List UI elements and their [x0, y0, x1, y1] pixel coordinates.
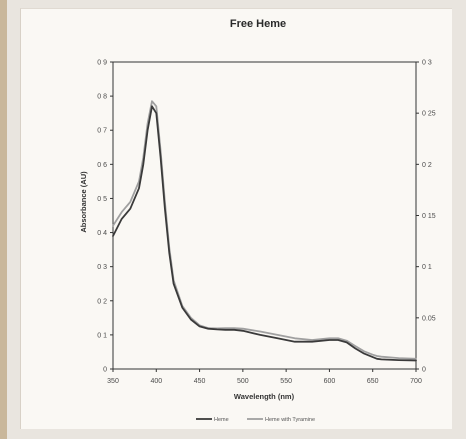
y-tick-label: 0 6	[97, 162, 107, 169]
legend-label-heme-with-tyramine: Heme with Tyramine	[265, 417, 315, 423]
y2-axis-ticks: 0 0.05 0 1 0 15 0 2 0 25 0 3	[416, 60, 436, 374]
y-tick-label: 0 3	[97, 264, 107, 271]
x-tick-label: 400	[150, 378, 162, 385]
x-axis-ticks: 350 400 450 500 550 600 650 700	[107, 369, 422, 385]
y2-tick-label: 0 1	[422, 264, 432, 271]
y2-tick-label: 0 3	[422, 60, 432, 67]
x-tick-label: 500	[237, 378, 249, 385]
x-tick-label: 700	[410, 378, 422, 385]
series-line-heme	[112, 105, 417, 362]
y-tick-label: 0 1	[97, 332, 107, 339]
scan-edge	[0, 0, 7, 439]
y-axis-ticks: 0 0 1 0 2 0 3 0 4 0 5 0 6 0 7 0 8 0 9	[97, 60, 113, 374]
y-tick-label: 0 5	[97, 196, 107, 203]
x-tick-label: 650	[367, 378, 379, 385]
x-tick-label: 350	[107, 378, 119, 385]
x-tick-label: 550	[280, 378, 292, 385]
y-tick-label: 0 2	[97, 298, 107, 305]
y-tick-label: 0	[103, 367, 107, 374]
y-tick-label: 0 8	[97, 94, 107, 101]
y2-tick-label: 0 2	[422, 162, 432, 169]
y-tick-label: 0 7	[97, 128, 107, 135]
y-tick-label: 0 9	[97, 60, 107, 67]
legend: Heme Heme with Tyramine	[196, 417, 315, 423]
y-axis-label: Absorbance (AU)	[79, 171, 88, 233]
y2-tick-label: 0 25	[422, 111, 436, 118]
legend-label-heme: Heme	[214, 417, 229, 423]
y2-tick-label: 0	[422, 367, 426, 374]
y-tick-label: 0 4	[97, 230, 107, 237]
x-tick-label: 600	[324, 378, 336, 385]
series-line-heme-with-tyramine	[112, 100, 417, 360]
plot-area	[112, 61, 417, 370]
x-axis-label: Wavelength (nm)	[234, 392, 295, 401]
plot-border	[112, 61, 417, 370]
series-layer	[112, 100, 417, 362]
x-tick-label: 450	[194, 378, 206, 385]
y2-tick-label: 0 15	[422, 213, 436, 220]
chart-title: Free Heme	[230, 18, 286, 30]
y2-tick-label: 0.05	[422, 315, 436, 322]
